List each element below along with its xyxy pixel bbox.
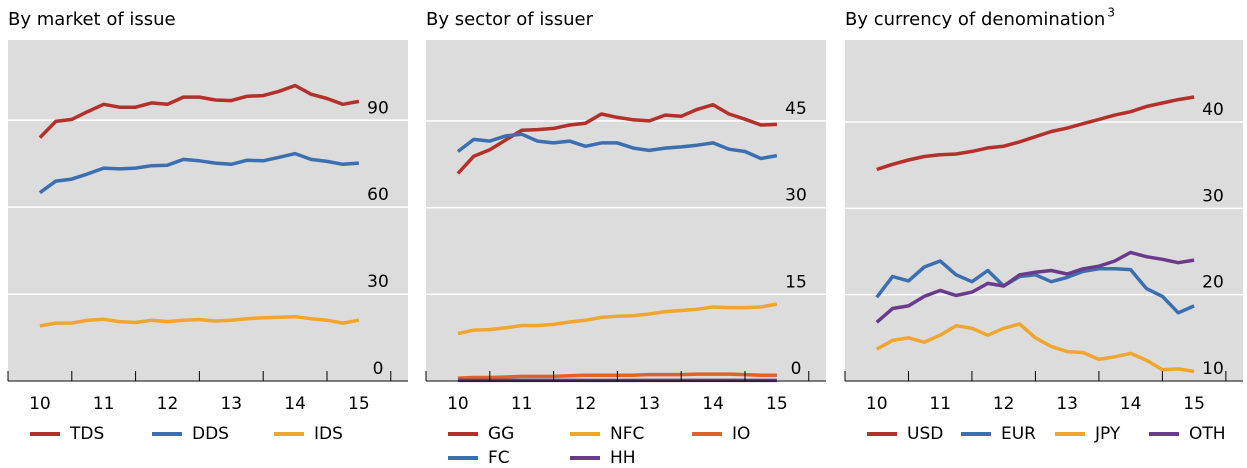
x-tick-label: 12 bbox=[157, 394, 179, 414]
legend-label: NFC bbox=[610, 424, 644, 444]
x-tick-label: 11 bbox=[929, 394, 951, 414]
x-tick-label: 15 bbox=[1183, 394, 1205, 414]
plot-area bbox=[426, 40, 826, 381]
x-tick-label: 11 bbox=[93, 394, 115, 414]
panel-title: By sector of issuer bbox=[426, 9, 594, 30]
series-line bbox=[876, 95, 1195, 172]
legend-label: JPY bbox=[1094, 424, 1121, 444]
x-tick-label: 15 bbox=[766, 394, 788, 414]
legend-label: FC bbox=[488, 448, 510, 468]
legend-label: EUR bbox=[1001, 424, 1036, 444]
series-line bbox=[38, 83, 360, 139]
series-line bbox=[875, 322, 1195, 374]
series-line bbox=[38, 151, 360, 195]
x-tick-label: 12 bbox=[575, 394, 597, 414]
series-line bbox=[875, 250, 1195, 324]
y-tick-label: 10 bbox=[1202, 359, 1224, 379]
series-line bbox=[39, 314, 360, 328]
x-tick-label: 10 bbox=[447, 394, 469, 414]
y-tick-label: 15 bbox=[785, 272, 807, 292]
legend-label: IO bbox=[732, 424, 750, 444]
legend-label: DDS bbox=[192, 424, 229, 444]
x-tick-label: 14 bbox=[1120, 394, 1142, 414]
x-tick-label: 13 bbox=[1056, 394, 1078, 414]
y-tick-label: 40 bbox=[1202, 100, 1224, 120]
x-tick-label: 12 bbox=[993, 394, 1015, 414]
legend-label: OTH bbox=[1189, 424, 1226, 444]
legend-label: IDS bbox=[314, 424, 343, 444]
y-tick-label: 60 bbox=[367, 185, 389, 205]
x-tick-label: 10 bbox=[29, 394, 51, 414]
legend-label: TDS bbox=[69, 424, 104, 444]
y-tick-label: 90 bbox=[367, 98, 389, 118]
series-line bbox=[875, 259, 1195, 315]
x-tick-label: 13 bbox=[220, 394, 242, 414]
x-tick-label: 11 bbox=[511, 394, 533, 414]
plot-area bbox=[8, 40, 408, 381]
y-tick-label: 20 bbox=[1202, 273, 1224, 293]
y-tick-label: 30 bbox=[367, 272, 389, 292]
plot-area bbox=[845, 40, 1243, 381]
panel-title: By market of issue bbox=[8, 9, 176, 30]
series-line bbox=[457, 302, 778, 336]
y-tick-label: 30 bbox=[1202, 186, 1224, 206]
title-note: 3 bbox=[1107, 6, 1115, 20]
legend-label: HH bbox=[610, 448, 636, 468]
x-tick-label: 10 bbox=[866, 394, 888, 414]
legend-label: GG bbox=[488, 424, 514, 444]
y-tick-label: 0 bbox=[373, 359, 384, 379]
y-tick-label: 30 bbox=[785, 186, 807, 206]
y-tick-label: 0 bbox=[791, 359, 802, 379]
panel-title: By currency of denomination bbox=[845, 9, 1105, 30]
series-line bbox=[456, 132, 778, 161]
x-tick-label: 13 bbox=[638, 394, 660, 414]
x-tick-label: 15 bbox=[348, 394, 370, 414]
legend-label: USD bbox=[907, 424, 943, 444]
x-tick-label: 14 bbox=[284, 394, 306, 414]
x-tick-label: 14 bbox=[702, 394, 724, 414]
y-tick-label: 45 bbox=[785, 99, 807, 119]
